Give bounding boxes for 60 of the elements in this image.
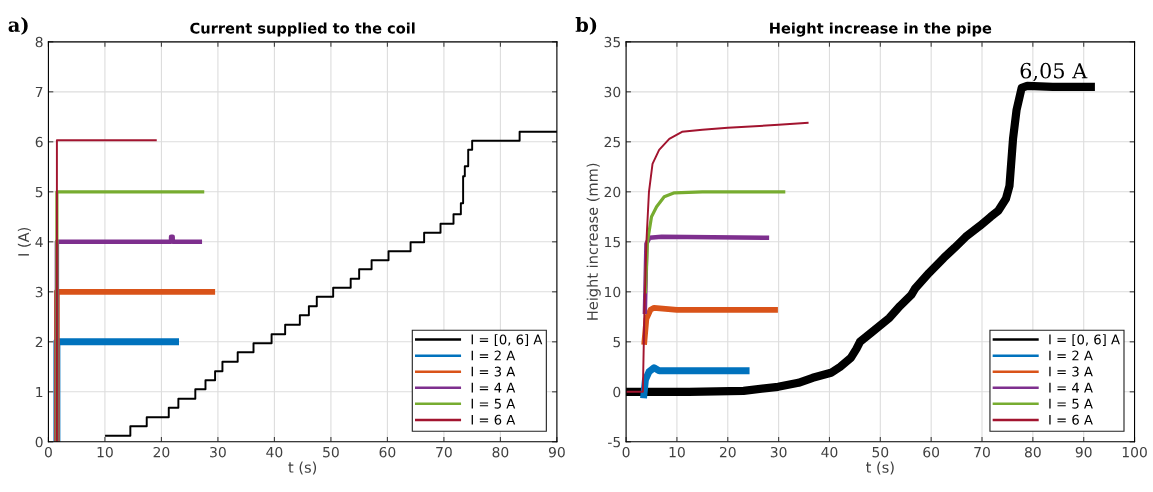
x-tick-label: 0	[622, 446, 630, 458]
y-tick-label: -5	[608, 436, 621, 448]
legend-label: I = 2 A	[471, 350, 516, 361]
legend-label: I = 2 A	[1049, 350, 1093, 361]
y-tick-label: 2	[35, 336, 43, 348]
legend-label: I = 6 A	[471, 414, 516, 425]
y-axis-title: I (A)	[17, 227, 31, 256]
legend-label: I = 6 A	[1049, 414, 1093, 425]
y-tick-label: 6	[35, 136, 43, 148]
y-tick-label: 3	[35, 286, 43, 298]
chart-title: Height increase in the pipe	[770, 22, 992, 37]
y-tick-label: 0	[35, 436, 43, 448]
y-tick-label: 4	[35, 236, 43, 248]
y-tick-label: 30	[604, 86, 621, 98]
x-tick-label: 70	[974, 446, 990, 458]
x-axis-title: t (s)	[866, 461, 894, 475]
y-tick-label: 10	[605, 286, 621, 298]
y-tick-label: 25	[604, 136, 620, 148]
x-tick-label: 80	[492, 446, 509, 458]
x-tick-label: 30	[770, 446, 787, 458]
x-tick-label: 40	[266, 446, 283, 458]
x-tick-label: 90	[548, 446, 565, 458]
y-tick-label: 15	[605, 236, 620, 248]
legend-label: I = [0, 6] A	[471, 334, 543, 346]
x-axis-title: t (s)	[288, 461, 317, 475]
y-axis-title: Height increase (mm)	[586, 163, 601, 320]
x-tick-label: 50	[872, 446, 889, 458]
annotation: 6,05 A	[1020, 62, 1088, 82]
x-tick-label: 70	[436, 446, 452, 458]
legend-label: I = 3 A	[1049, 366, 1093, 377]
chart-title: Current supplied to the coil	[190, 22, 415, 37]
x-tick-label: 30	[210, 446, 226, 458]
x-tick-label: 20	[153, 446, 170, 458]
y-tick-label: 7	[35, 86, 43, 98]
x-tick-label: 0	[44, 446, 52, 458]
y-tick-label: 0	[613, 386, 621, 398]
x-tick-label: 20	[719, 446, 736, 458]
x-tick-label: 100	[1122, 446, 1147, 458]
legend-label: I = 4 A	[1049, 382, 1093, 393]
x-tick-label: 10	[669, 446, 685, 458]
x-tick-label: 50	[323, 446, 339, 458]
legend-label: I = 3 A	[471, 366, 516, 377]
legend-label: I = 5 A	[1049, 398, 1093, 409]
legend-label: I = 5 A	[471, 398, 516, 409]
x-tick-label: 90	[1075, 446, 1092, 458]
y-tick-label: 8	[35, 36, 43, 48]
legend-label: I = 4 A	[471, 382, 516, 393]
y-tick-label: 20	[604, 186, 621, 198]
x-tick-label: 80	[1024, 446, 1041, 458]
legend-label: I = [0, 6] A	[1049, 334, 1120, 346]
text: a)	[8, 17, 28, 35]
y-tick-label: 35	[604, 36, 620, 48]
y-tick-label: 5	[613, 336, 620, 348]
x-tick-label: 40	[821, 446, 838, 458]
y-tick-label: 5	[35, 186, 43, 198]
y-tick-label: 1	[36, 386, 43, 398]
x-tick-label: 10	[97, 446, 113, 458]
text: b)	[575, 17, 597, 35]
x-tick-label: 60	[379, 446, 396, 458]
x-tick-label: 60	[923, 446, 940, 458]
